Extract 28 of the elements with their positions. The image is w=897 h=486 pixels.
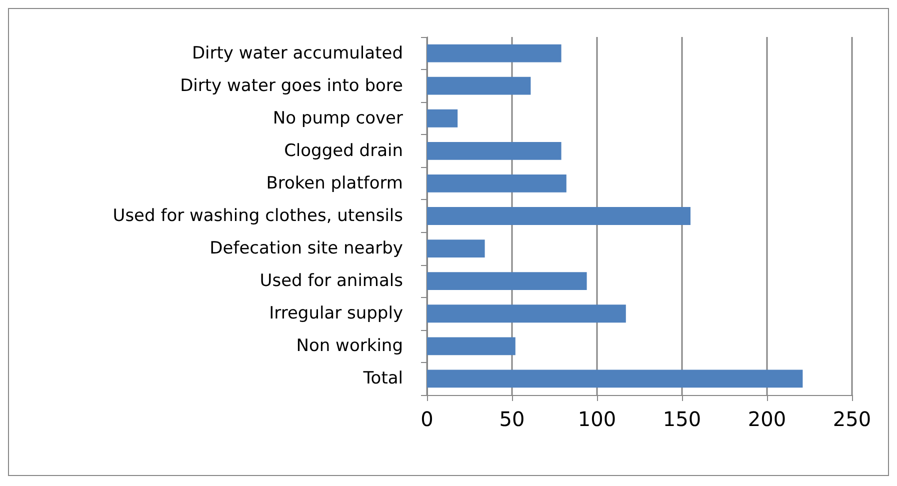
y-tick-label: Total bbox=[362, 368, 403, 389]
y-tick-label: Defecation site nearby bbox=[210, 238, 403, 259]
bar bbox=[427, 240, 485, 258]
y-tick-label: Broken platform bbox=[266, 173, 403, 194]
bar bbox=[427, 337, 516, 356]
bar bbox=[427, 304, 626, 323]
y-tick-label: Non working bbox=[296, 336, 403, 356]
x-tick-label: 150 bbox=[662, 407, 702, 431]
x-tick-label: 100 bbox=[578, 407, 616, 431]
bar bbox=[427, 370, 803, 388]
bar bbox=[427, 272, 587, 290]
y-tick-label: Dirty water goes into bore bbox=[180, 76, 403, 96]
bar bbox=[427, 142, 562, 160]
y-tick-label: Used for animals bbox=[260, 271, 404, 292]
bar bbox=[427, 207, 690, 225]
y-tick-label: No pump cover bbox=[272, 108, 403, 128]
bar bbox=[427, 174, 566, 192]
x-tick-label: 0 bbox=[420, 407, 434, 431]
bar bbox=[427, 109, 458, 128]
y-tick-label: Irregular supply bbox=[269, 304, 403, 324]
bar bbox=[427, 44, 562, 62]
x-tick-label: 250 bbox=[832, 407, 872, 431]
y-tick-label: Used for washing clothes, utensils bbox=[112, 206, 404, 226]
y-tick-label: Dirty water accumulated bbox=[192, 43, 403, 64]
x-tick-label: 50 bbox=[499, 407, 525, 431]
y-tick-label: Clogged drain bbox=[284, 140, 403, 161]
x-tick-label: 200 bbox=[748, 407, 786, 431]
bar bbox=[427, 76, 531, 95]
